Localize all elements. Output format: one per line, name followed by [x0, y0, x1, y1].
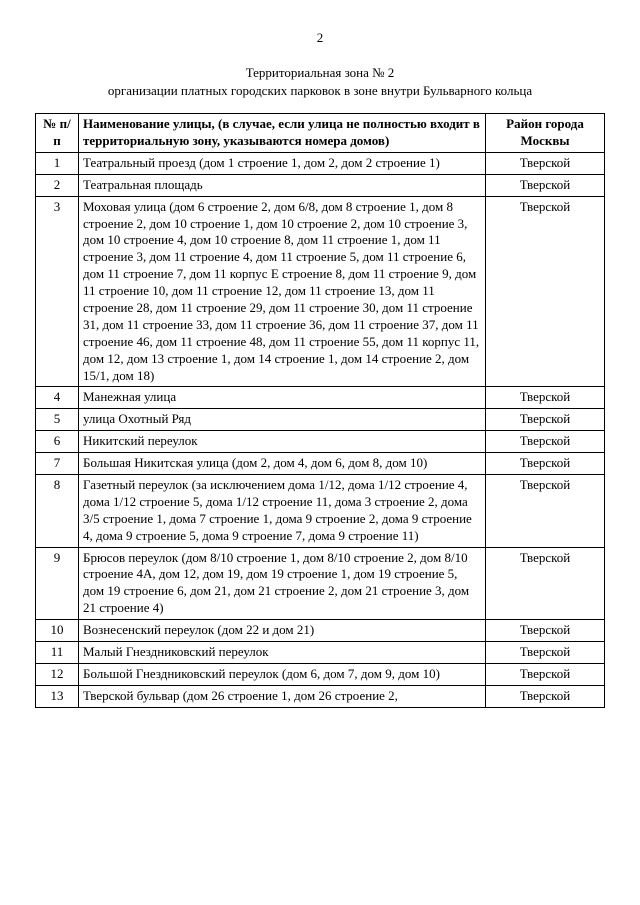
table-row: 5улица Охотный РядТверской — [36, 409, 605, 431]
cell-name: Газетный переулок (за исключением дома 1… — [79, 475, 486, 548]
document-heading: Территориальная зона № 2 организации пла… — [35, 64, 605, 99]
cell-name: Театральная площадь — [79, 174, 486, 196]
cell-name: Манежная улица — [79, 387, 486, 409]
cell-name: Малый Гнездниковский переулок — [79, 642, 486, 664]
cell-num: 5 — [36, 409, 79, 431]
cell-name: Большая Никитская улица (дом 2, дом 4, д… — [79, 453, 486, 475]
page-number: 2 — [35, 30, 605, 46]
cell-district: Тверской — [486, 174, 605, 196]
cell-num: 8 — [36, 475, 79, 548]
table-row: 11Малый Гнездниковский переулокТверской — [36, 642, 605, 664]
cell-num: 4 — [36, 387, 79, 409]
cell-district: Тверской — [486, 642, 605, 664]
cell-num: 1 — [36, 152, 79, 174]
cell-name: Моховая улица (дом 6 строение 2, дом 6/8… — [79, 196, 486, 387]
cell-num: 11 — [36, 642, 79, 664]
header-num: № п/п — [36, 114, 79, 153]
cell-num: 3 — [36, 196, 79, 387]
cell-district: Тверской — [486, 387, 605, 409]
table-row: 3Моховая улица (дом 6 строение 2, дом 6/… — [36, 196, 605, 387]
cell-district: Тверской — [486, 620, 605, 642]
cell-num: 2 — [36, 174, 79, 196]
cell-district: Тверской — [486, 431, 605, 453]
table-row: 1Театральный проезд (дом 1 строение 1, д… — [36, 152, 605, 174]
table-row: 2Театральная площадьТверской — [36, 174, 605, 196]
header-name: Наименование улицы, (в случае, если улиц… — [79, 114, 486, 153]
cell-num: 12 — [36, 663, 79, 685]
cell-district: Тверской — [486, 453, 605, 475]
table-row: 8Газетный переулок (за исключением дома … — [36, 475, 605, 548]
parking-zone-table: № п/п Наименование улицы, (в случае, есл… — [35, 113, 605, 708]
cell-district: Тверской — [486, 685, 605, 707]
table-row: 12Большой Гнездниковский переулок (дом 6… — [36, 663, 605, 685]
header-district: Район города Москвы — [486, 114, 605, 153]
table-row: 7Большая Никитская улица (дом 2, дом 4, … — [36, 453, 605, 475]
cell-name: Вознесенский переулок (дом 22 и дом 21) — [79, 620, 486, 642]
table-row: 10Вознесенский переулок (дом 22 и дом 21… — [36, 620, 605, 642]
cell-name: Большой Гнездниковский переулок (дом 6, … — [79, 663, 486, 685]
table-row: 9Брюсов переулок (дом 8/10 строение 1, д… — [36, 547, 605, 620]
cell-num: 6 — [36, 431, 79, 453]
table-header-row: № п/п Наименование улицы, (в случае, есл… — [36, 114, 605, 153]
cell-num: 10 — [36, 620, 79, 642]
cell-district: Тверской — [486, 547, 605, 620]
cell-district: Тверской — [486, 475, 605, 548]
cell-num: 7 — [36, 453, 79, 475]
table-row: 6Никитский переулокТверской — [36, 431, 605, 453]
cell-district: Тверской — [486, 152, 605, 174]
cell-num: 13 — [36, 685, 79, 707]
cell-name: улица Охотный Ряд — [79, 409, 486, 431]
heading-line1: Территориальная зона № 2 — [246, 65, 395, 80]
cell-district: Тверской — [486, 196, 605, 387]
cell-name: Брюсов переулок (дом 8/10 строение 1, до… — [79, 547, 486, 620]
cell-name: Тверской бульвар (дом 26 строение 1, дом… — [79, 685, 486, 707]
cell-name: Театральный проезд (дом 1 строение 1, до… — [79, 152, 486, 174]
cell-district: Тверской — [486, 663, 605, 685]
table-row: 13Тверской бульвар (дом 26 строение 1, д… — [36, 685, 605, 707]
cell-num: 9 — [36, 547, 79, 620]
heading-line2: организации платных городских парковок в… — [108, 83, 532, 98]
cell-district: Тверской — [486, 409, 605, 431]
cell-name: Никитский переулок — [79, 431, 486, 453]
table-row: 4Манежная улицаТверской — [36, 387, 605, 409]
